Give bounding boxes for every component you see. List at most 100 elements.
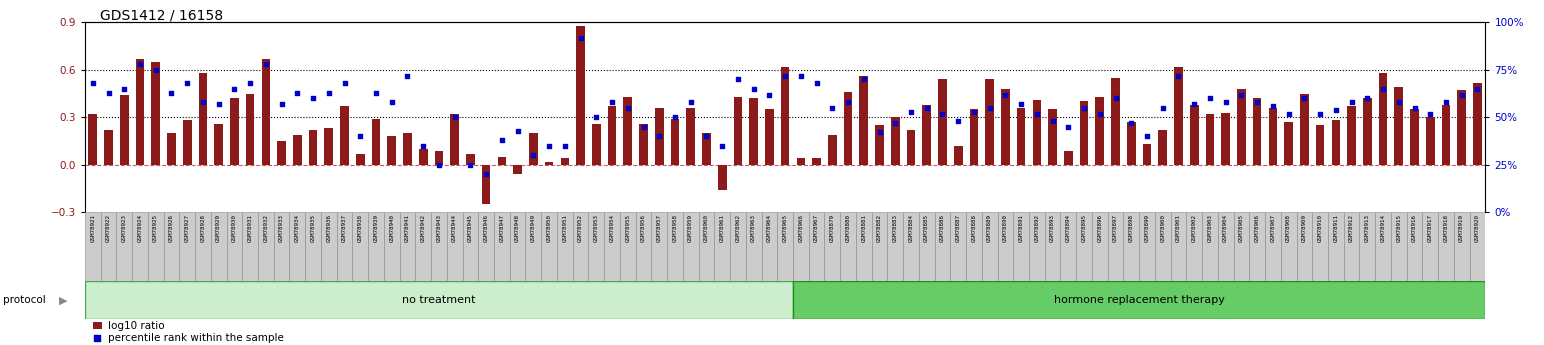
Point	[584, 115, 608, 120]
Bar	[624, 97, 631, 165]
Text: GSM78936: GSM78936	[326, 214, 332, 242]
Bar	[1410, 109, 1419, 165]
Text: GSM78962: GSM78962	[735, 214, 741, 242]
Bar	[733, 97, 743, 165]
Bar	[388, 136, 397, 165]
Point	[505, 128, 530, 133]
Bar	[1048, 109, 1058, 165]
Bar	[891, 117, 900, 165]
Text: GSM78882: GSM78882	[877, 214, 882, 242]
Point	[1181, 101, 1206, 107]
Bar	[352, 212, 367, 281]
Text: GSM78898: GSM78898	[1129, 214, 1133, 242]
Bar	[588, 212, 604, 281]
Point	[144, 67, 168, 72]
Point	[207, 101, 232, 107]
Point	[1450, 92, 1475, 97]
Point	[222, 86, 247, 91]
Bar	[1249, 212, 1265, 281]
Text: GSM78951: GSM78951	[562, 214, 567, 242]
Text: GSM78949: GSM78949	[531, 214, 536, 242]
Bar	[1454, 212, 1470, 281]
Text: GSM78943: GSM78943	[437, 214, 442, 242]
Bar	[797, 158, 804, 165]
Bar	[843, 92, 852, 165]
Bar	[309, 130, 318, 165]
Bar	[167, 133, 176, 165]
Bar	[1061, 212, 1076, 281]
Point	[1135, 134, 1160, 139]
Bar	[1300, 93, 1309, 165]
Bar	[1269, 108, 1277, 165]
Bar	[463, 212, 479, 281]
Bar	[1190, 105, 1198, 165]
Bar	[1206, 114, 1214, 165]
Text: GSM78879: GSM78879	[829, 214, 835, 242]
Bar	[1427, 117, 1434, 165]
Text: GSM78910: GSM78910	[1317, 214, 1323, 242]
Bar	[1328, 212, 1343, 281]
Bar	[687, 108, 695, 165]
Bar	[1315, 125, 1325, 165]
Bar	[116, 212, 133, 281]
Point	[868, 130, 892, 135]
Text: GSM78950: GSM78950	[547, 214, 551, 242]
Bar	[1348, 106, 1356, 165]
Text: GSM78926: GSM78926	[168, 214, 174, 242]
Bar	[794, 281, 1485, 319]
Bar	[794, 212, 809, 281]
Point	[1166, 73, 1190, 78]
Text: GSM78902: GSM78902	[1192, 214, 1197, 242]
Bar	[542, 212, 557, 281]
Bar	[1473, 82, 1482, 165]
Bar	[919, 212, 934, 281]
Bar	[446, 212, 463, 281]
Bar	[903, 212, 919, 281]
Text: GSM78940: GSM78940	[389, 214, 394, 242]
Text: GSM78886: GSM78886	[940, 214, 945, 242]
Text: GSM78880: GSM78880	[846, 214, 851, 242]
Point	[459, 162, 483, 167]
Bar	[855, 212, 872, 281]
Text: GSM78903: GSM78903	[1207, 214, 1212, 242]
Point	[616, 105, 641, 110]
Bar	[997, 212, 1013, 281]
Point	[726, 77, 750, 82]
Text: GSM78934: GSM78934	[295, 214, 300, 242]
Bar	[1096, 97, 1104, 165]
Point	[647, 134, 672, 139]
Point	[757, 92, 781, 97]
Bar	[466, 154, 474, 165]
Bar	[888, 212, 903, 281]
Bar	[1437, 212, 1454, 281]
Bar	[179, 212, 195, 281]
Point	[96, 90, 120, 95]
Bar	[1252, 98, 1261, 165]
Bar	[730, 212, 746, 281]
Point	[1260, 103, 1285, 109]
Bar	[1173, 67, 1183, 165]
Text: GSM78904: GSM78904	[1223, 214, 1227, 242]
Bar	[872, 212, 888, 281]
Text: GSM78957: GSM78957	[656, 214, 662, 242]
Text: GSM78956: GSM78956	[641, 214, 645, 242]
Bar	[1297, 212, 1312, 281]
Point	[426, 162, 451, 167]
Text: GSM78920: GSM78920	[1475, 214, 1481, 242]
Bar	[1158, 130, 1167, 165]
Point	[568, 35, 593, 40]
Bar	[1282, 212, 1297, 281]
Text: GSM78888: GSM78888	[971, 214, 976, 242]
Bar	[652, 212, 667, 281]
Bar	[289, 212, 306, 281]
Text: percentile rank within the sample: percentile rank within the sample	[108, 333, 284, 343]
Text: GSM78922: GSM78922	[107, 214, 111, 242]
Bar	[1124, 212, 1139, 281]
Bar	[324, 128, 334, 165]
Bar	[337, 212, 352, 281]
Text: GSM78931: GSM78931	[247, 214, 253, 242]
Text: GSM78946: GSM78946	[483, 214, 488, 242]
Point	[1244, 99, 1269, 105]
Bar	[93, 323, 102, 329]
Point	[1072, 105, 1096, 110]
